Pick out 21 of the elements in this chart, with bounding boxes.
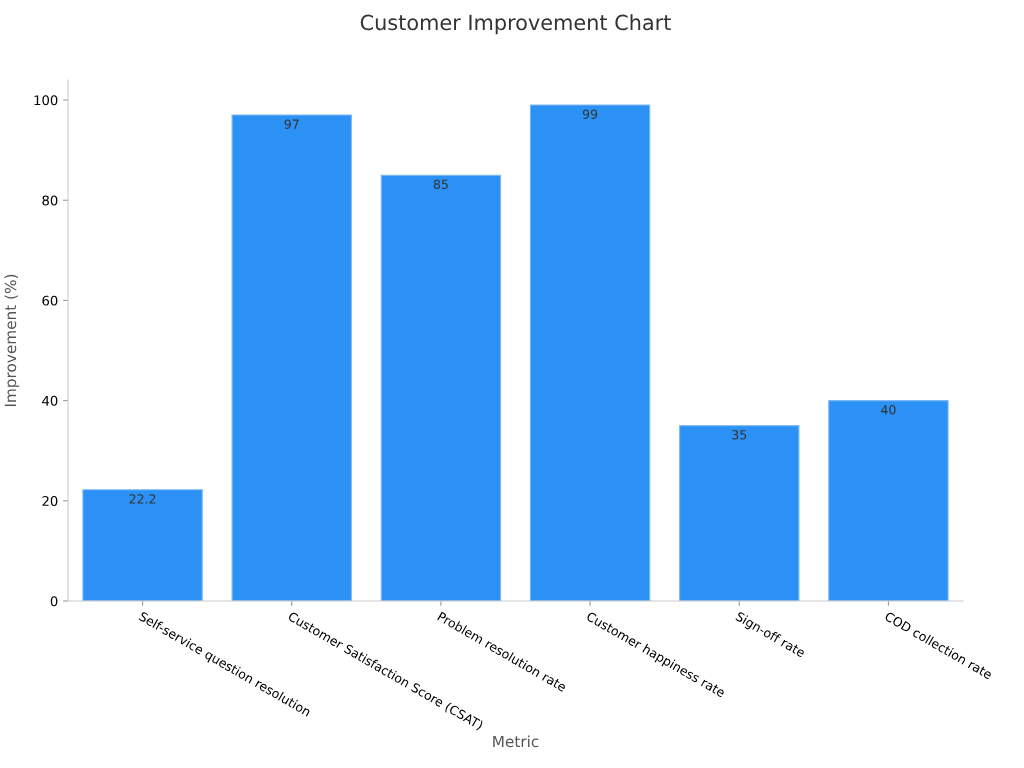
bar	[828, 400, 949, 601]
data-label: 22.2	[129, 494, 156, 504]
y-tick-label: 0	[50, 596, 58, 607]
y-tick-label: 40	[42, 395, 58, 406]
bar	[82, 489, 203, 601]
bar	[231, 114, 352, 601]
y-tick-label: 20	[42, 496, 58, 507]
y-axis-title: Improvement (%)	[4, 274, 20, 407]
data-label: 35	[732, 430, 747, 440]
data-label: 40	[881, 405, 896, 415]
y-tick-label: 60	[42, 295, 58, 306]
data-label: 85	[433, 179, 448, 190]
y-tick-label: 80	[42, 195, 58, 206]
bar	[380, 174, 502, 601]
chart-title: Customer Improvement Chart	[360, 14, 671, 35]
data-label: 97	[284, 119, 299, 129]
bar	[679, 425, 800, 601]
data-label: 99	[582, 109, 598, 119]
x-axis-title: Metric	[493, 735, 539, 748]
y-tick-label: 100	[34, 95, 58, 106]
bar	[529, 104, 651, 601]
